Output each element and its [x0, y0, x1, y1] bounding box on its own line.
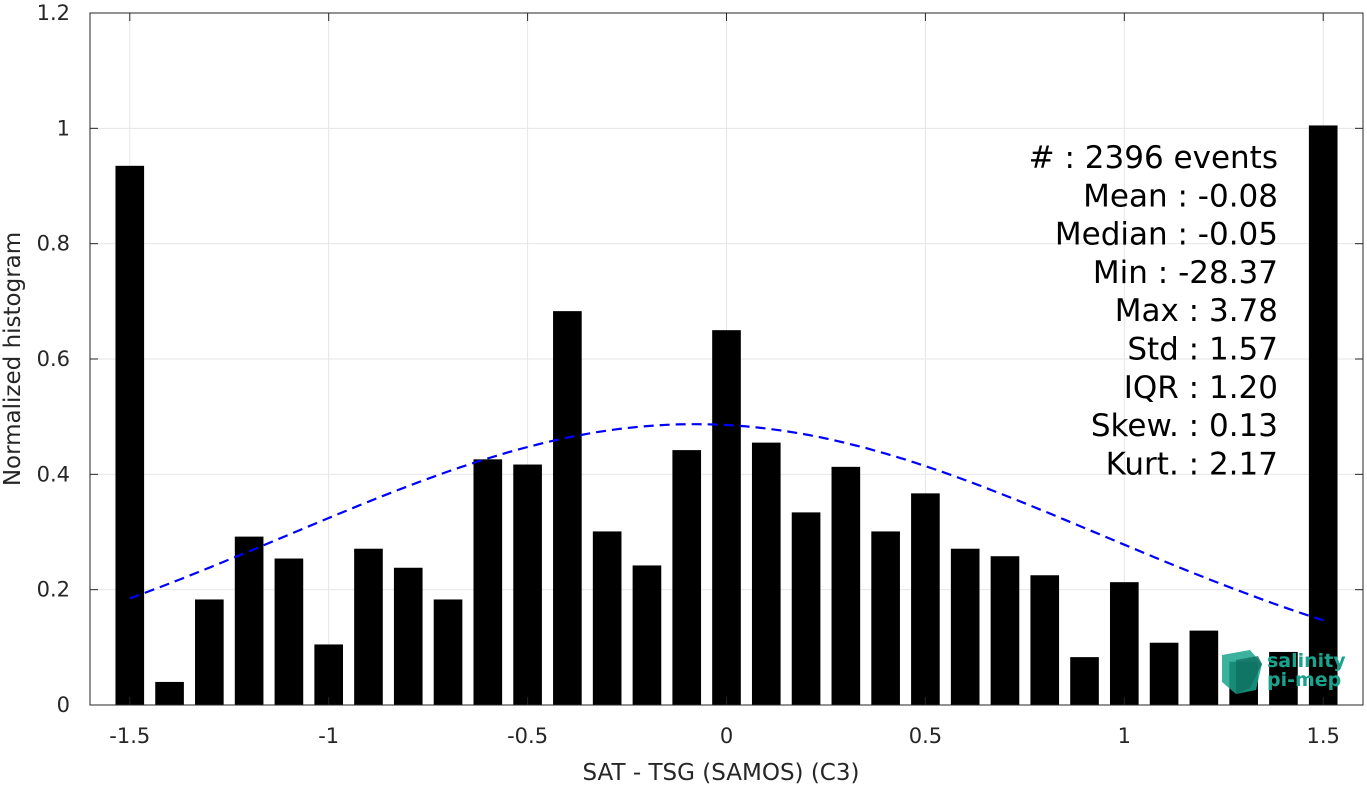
histogram-bar	[632, 565, 662, 705]
histogram-bar	[1070, 657, 1099, 705]
y-tick-label: 0.2	[37, 578, 70, 602]
histogram-bar	[473, 459, 503, 705]
histogram-bar	[195, 599, 224, 705]
histogram-bar	[831, 466, 861, 705]
histogram-bar	[1109, 582, 1139, 705]
x-tick-label: 1	[1118, 724, 1131, 748]
histogram-bar	[1269, 651, 1298, 705]
histogram-bar	[274, 558, 304, 705]
stat-line: Mean : -0.08	[1083, 178, 1278, 214]
histogram-bar	[1030, 575, 1060, 705]
y-tick-label: 0.4	[37, 462, 70, 486]
histogram-bar	[553, 311, 582, 705]
y-tick-label: 0	[57, 693, 70, 717]
histogram-bar	[433, 599, 463, 705]
histogram-bar	[115, 165, 145, 706]
histogram-bar	[234, 536, 264, 705]
histogram-bar	[314, 644, 344, 705]
stat-line: Std : 1.57	[1127, 332, 1278, 368]
x-tick-label: 0	[720, 724, 733, 748]
histogram-bar	[791, 512, 821, 705]
histogram-bar	[155, 681, 184, 705]
histogram-bar	[712, 330, 741, 705]
x-tick-label: -0.5	[507, 724, 548, 748]
histogram-bar	[354, 548, 383, 705]
histogram-bar	[751, 442, 781, 705]
histogram-bar	[513, 464, 542, 705]
histogram-bar	[672, 450, 702, 705]
x-tick-label: 1.5	[1307, 724, 1340, 748]
x-tick-label: -1.5	[109, 724, 150, 748]
axis-ticks: -1.5 -1 -0.5 0 0.5 1 1.5 0 0.2 0.4 0.6 0.8 1 1.2	[37, 1, 1363, 748]
logo: salinity pi-mep	[1222, 650, 1346, 694]
x-tick-label: -1	[318, 724, 339, 748]
x-tick-label: 0.5	[909, 724, 942, 748]
y-tick-label: 0.6	[37, 347, 70, 371]
histogram-bar	[911, 493, 940, 705]
histogram-bar	[592, 531, 622, 705]
y-tick-label: 0.8	[37, 232, 70, 256]
x-axis-label: SAT - TSG (SAMOS) (C3)	[583, 760, 860, 785]
stat-line: Median : -0.05	[1055, 217, 1278, 253]
logo-mark-shade	[1236, 656, 1262, 694]
y-axis-label: Normalized histogram	[0, 232, 26, 486]
stat-line: IQR : 1.20	[1124, 370, 1278, 406]
normal-fit-curve	[129, 423, 1324, 622]
histogram-bar	[871, 531, 900, 705]
histogram-bar	[1189, 630, 1219, 705]
histogram-bar	[1308, 125, 1338, 705]
stat-line: Min : -28.37	[1093, 255, 1278, 291]
histogram-bar	[950, 548, 980, 705]
histogram-bar	[990, 556, 1020, 705]
stat-line: Max : 3.78	[1115, 293, 1278, 329]
logo-text-line1: salinity	[1267, 650, 1346, 672]
stat-line: Skew. : 0.13	[1091, 408, 1278, 444]
logo-text-line2: pi-mep	[1267, 669, 1341, 691]
y-tick-label: 1	[57, 116, 70, 140]
histogram-bar	[1149, 642, 1179, 705]
stat-line: Kurt. : 2.17	[1106, 446, 1278, 482]
y-tick-label: 1.2	[37, 1, 70, 25]
stat-line: # : 2396 events	[1029, 140, 1278, 176]
bars	[115, 125, 1338, 706]
histogram-bar	[393, 567, 423, 705]
